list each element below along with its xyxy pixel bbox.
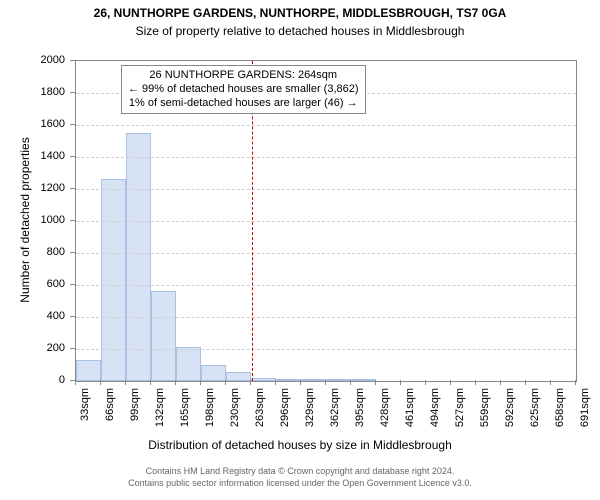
chart-subtitle: Size of property relative to detached ho… <box>0 24 600 38</box>
histogram-bar <box>301 379 326 381</box>
y-tick-label: 1600 <box>0 118 65 130</box>
x-axis-title: Distribution of detached houses by size … <box>0 438 600 452</box>
y-tick-label: 200 <box>0 342 65 354</box>
y-tick-label: 1400 <box>0 150 65 162</box>
y-axis-title: Number of detached properties <box>18 60 32 380</box>
info-line-1: 26 NUNTHORPE GARDENS: 264sqm <box>128 69 359 83</box>
y-tick-label: 800 <box>0 246 65 258</box>
info-line-2: ← 99% of detached houses are smaller (3,… <box>128 83 359 97</box>
histogram-bar <box>151 291 176 381</box>
histogram-bar <box>326 379 351 381</box>
histogram-bar <box>351 379 376 381</box>
histogram-bar <box>226 372 251 381</box>
y-tick-label: 1200 <box>0 182 65 194</box>
info-line-3: 1% of semi-detached houses are larger (4… <box>128 97 359 111</box>
histogram-bar <box>276 379 301 381</box>
y-tick-label: 400 <box>0 310 65 322</box>
histogram-bar <box>201 365 225 381</box>
footer-line-2: Contains public sector information licen… <box>0 478 600 488</box>
y-tick-label: 600 <box>0 278 65 290</box>
histogram-bar <box>101 179 126 381</box>
histogram-bar <box>176 347 201 381</box>
info-box: 26 NUNTHORPE GARDENS: 264sqm ← 99% of de… <box>121 65 366 114</box>
chart-container: { "titles": { "address": "26, NUNTHORPE … <box>0 0 600 500</box>
y-tick-label: 1800 <box>0 86 65 98</box>
y-tick-label: 2000 <box>0 54 65 66</box>
footer-line-1: Contains HM Land Registry data © Crown c… <box>0 466 600 476</box>
y-tick-label: 1000 <box>0 214 65 226</box>
plot-area: 26 NUNTHORPE GARDENS: 264sqm ← 99% of de… <box>75 60 577 382</box>
histogram-bar <box>251 378 276 381</box>
histogram-bar <box>126 133 151 381</box>
histogram-bar <box>76 360 101 381</box>
y-tick-label: 0 <box>0 374 65 386</box>
chart-title: 26, NUNTHORPE GARDENS, NUNTHORPE, MIDDLE… <box>0 6 600 20</box>
